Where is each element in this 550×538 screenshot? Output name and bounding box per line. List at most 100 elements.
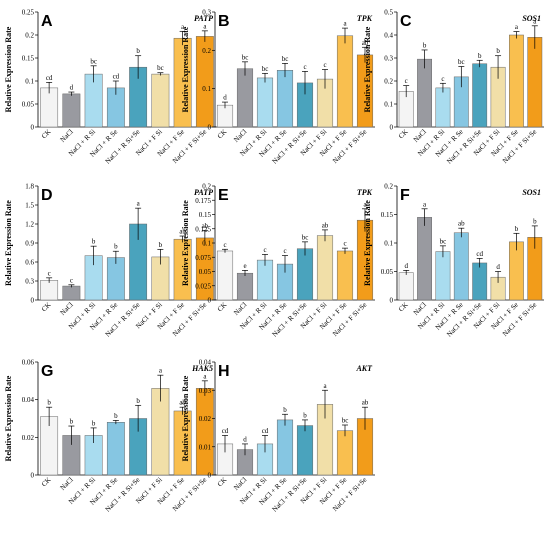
significance-letter: b (47, 399, 51, 407)
bar (62, 93, 81, 128)
significance-letter: a (423, 200, 427, 208)
gene-label: TPK (357, 14, 373, 23)
significance-letter: a (137, 200, 141, 208)
significance-letter: b (114, 243, 118, 251)
significance-letter: b (283, 406, 287, 414)
significance-letter: ab (202, 222, 209, 230)
y-tick-label: 0.15 (381, 211, 394, 219)
bar (195, 388, 214, 476)
y-axis-title: Relative Expression Rate (4, 375, 13, 461)
significance-letter: b (114, 412, 118, 420)
y-tick-label: 0.02 (22, 434, 35, 442)
bar (336, 250, 354, 301)
bar (435, 87, 451, 128)
x-tick-label: CK (397, 301, 410, 314)
significance-letter: b (478, 52, 482, 60)
y-tick-label: 0.2 (25, 32, 34, 40)
x-tick-label: CK (40, 301, 53, 314)
significance-letter: c (48, 269, 51, 277)
y-tick-label: 0.02 (199, 415, 212, 423)
significance-letter: d (404, 262, 408, 270)
significance-letter: a (159, 367, 163, 375)
y-tick-label: 0.05 (22, 101, 35, 109)
significance-letter: ab (179, 399, 186, 407)
panel-letter: C (400, 13, 412, 30)
significance-letter: a (203, 22, 207, 30)
significance-letter: cd (476, 250, 483, 258)
y-tick-label: 0.5 (384, 9, 393, 17)
significance-letter: c (283, 247, 286, 255)
x-tick-label: NaCl (412, 128, 428, 144)
y-tick-label: 0.9 (25, 240, 34, 248)
y-axis-title: Relative Expression Rate (4, 26, 13, 112)
bar (276, 419, 294, 476)
panel-letter: F (400, 187, 410, 204)
bar (216, 250, 234, 301)
significance-letter: ab (362, 39, 369, 47)
significance-letter: bc (242, 53, 249, 61)
significance-letter: b (159, 241, 163, 249)
y-tick-label: 0.3 (25, 278, 34, 286)
significance-letter: b (423, 41, 427, 49)
bar (106, 257, 125, 301)
bar (527, 37, 543, 128)
y-tick-label: 0.2 (202, 47, 211, 55)
y-tick-label: 0 (31, 124, 35, 132)
panel-C: 0 0.1 0.2 0.3 0.4 0.5 Relative Expression Rate… (363, 9, 544, 166)
bar (336, 35, 354, 128)
y-tick-label: 0 (208, 472, 212, 480)
y-tick-label: 0.3 (202, 9, 211, 17)
bar (417, 58, 432, 128)
significance-letter: bc (157, 64, 164, 72)
significance-letter: b (136, 47, 140, 55)
y-tick-label: 0 (31, 472, 35, 480)
significance-letter: b (70, 418, 74, 426)
bar (509, 34, 524, 128)
significance-letter: a (515, 23, 519, 31)
panel-letter: D (41, 187, 53, 204)
y-tick-label: 0.2 (384, 78, 393, 86)
significance-letter: c (70, 276, 73, 284)
bar (509, 241, 524, 301)
bar (256, 77, 274, 128)
significance-letter: bc (282, 55, 289, 63)
bar (216, 104, 234, 128)
y-axis-title: Relative Expression Rate (181, 200, 190, 286)
significance-letter: c (323, 61, 326, 69)
x-tick-label: CK (40, 476, 53, 489)
y-tick-label: 1.8 (25, 183, 34, 191)
y-tick-label: 0.1 (202, 240, 211, 248)
significance-letter: c (223, 241, 226, 249)
gene-label: HAK5 (191, 364, 213, 373)
bar (40, 87, 59, 128)
significance-letter: bc (342, 416, 349, 424)
y-tick-label: 0.1 (202, 85, 211, 93)
panel-E: 0 0.025 0.05 0.075 0.1 0.125 0.15 0.175 0.2 Relat… (181, 183, 375, 339)
significance-letter: ab (458, 220, 465, 228)
bar (316, 235, 334, 301)
panel-F: 0 0.05 0.1 0.15 0.2 Relative Expression Rate F… (363, 183, 544, 339)
significance-letter: bc (90, 57, 97, 65)
significance-letter: cd (113, 73, 120, 81)
bar (336, 430, 354, 476)
bar (62, 285, 81, 301)
significance-letter: cd (262, 427, 269, 435)
y-axis-title: Relative Expression Rate (363, 26, 372, 112)
bar (296, 425, 314, 476)
y-tick-label: 0.1 (384, 240, 393, 248)
y-tick-label: 0.01 (199, 443, 212, 451)
y-tick-label: 0.025 (195, 282, 211, 290)
x-tick-label: CK (397, 128, 410, 141)
y-tick-label: 0 (208, 124, 212, 132)
y-tick-label: 0.05 (199, 268, 212, 276)
y-tick-label: 0.1 (25, 78, 34, 86)
bar (472, 262, 488, 301)
y-axis-title: Relative Expression Rate (181, 375, 190, 461)
significance-letter: b (92, 419, 96, 427)
significance-letter: cd (46, 74, 53, 82)
bar (276, 70, 294, 128)
significance-letter: b (303, 411, 307, 419)
y-tick-label: 0 (31, 297, 35, 305)
x-tick-label: CK (216, 128, 229, 141)
